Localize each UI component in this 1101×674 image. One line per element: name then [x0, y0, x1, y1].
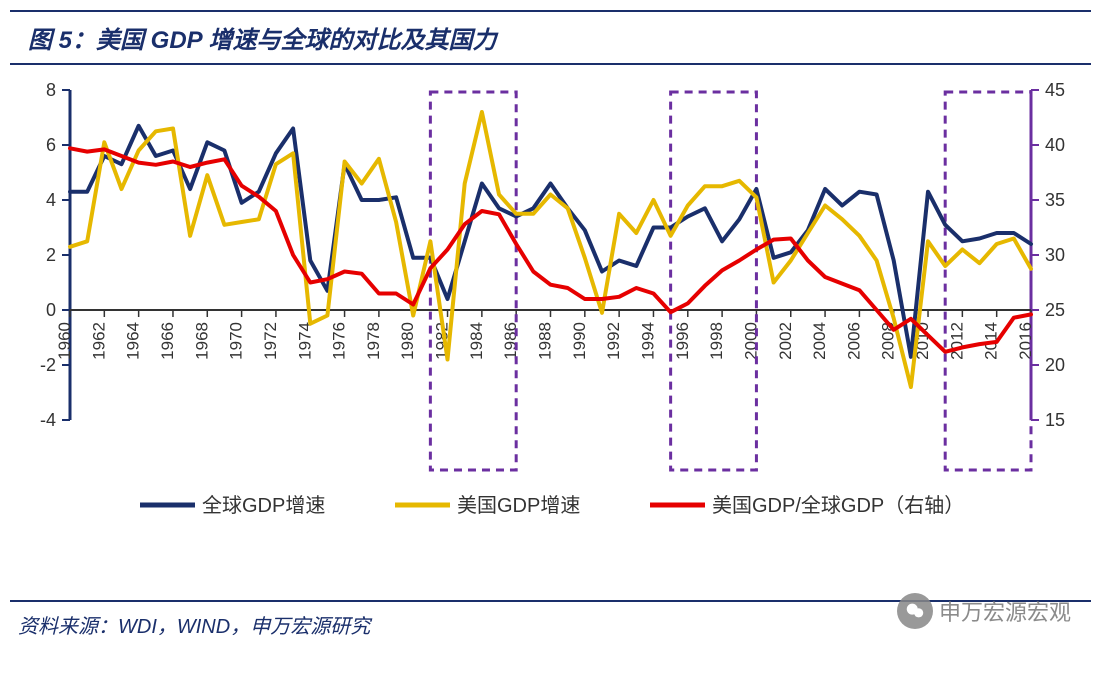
x-tick-label: 1984 — [467, 322, 486, 360]
left-tick-label: -4 — [40, 410, 56, 430]
x-tick-label: 1970 — [227, 322, 246, 360]
series-line — [70, 148, 1031, 351]
right-tick-label: 20 — [1045, 355, 1065, 375]
watermark-text: 申万宏源宏观 — [939, 595, 1071, 627]
right-tick-label: 15 — [1045, 410, 1065, 430]
x-tick-label: 1992 — [604, 322, 623, 360]
x-tick-label: 1966 — [158, 322, 177, 360]
right-tick-label: 40 — [1045, 135, 1065, 155]
highlight-box — [671, 92, 757, 470]
left-tick-label: 6 — [46, 135, 56, 155]
x-tick-label: 2012 — [947, 322, 966, 360]
left-tick-label: 0 — [46, 300, 56, 320]
x-tick-label: 1968 — [192, 322, 211, 360]
x-tick-label: 1990 — [570, 322, 589, 360]
x-tick-label: 1976 — [330, 322, 349, 360]
left-tick-label: 4 — [46, 190, 56, 210]
right-tick-label: 25 — [1045, 300, 1065, 320]
x-tick-label: 1988 — [536, 322, 555, 360]
left-tick-label: -2 — [40, 355, 56, 375]
legend-label: 美国GDP/全球GDP（右轴） — [712, 494, 964, 517]
x-tick-label: 2004 — [810, 322, 829, 360]
chart-area: -4 -2 0 2 4 6 8 15 20 25 30 35 40 45 1960 1962 1964 1966 1… — [10, 75, 1091, 600]
x-tick-label: 1978 — [364, 322, 383, 360]
x-tick-label: 1964 — [124, 322, 143, 360]
wechat-icon — [897, 593, 933, 629]
x-tick-label: 1996 — [673, 322, 692, 360]
x-tick-label: 2016 — [1016, 322, 1035, 360]
x-tick-label: 1994 — [638, 322, 657, 360]
chart-title: 图 5：美国 GDP 增速与全球的对比及其国力 — [28, 27, 496, 54]
x-tick-label: 1972 — [261, 322, 280, 360]
left-tick-label: 8 — [46, 80, 56, 100]
x-tick-label: 1962 — [89, 322, 108, 360]
x-tick-label: 2002 — [776, 322, 795, 360]
watermark: 申万宏源宏观 — [897, 593, 1071, 629]
x-tick-label: 2000 — [741, 322, 760, 360]
x-tick-label: 2006 — [844, 322, 863, 360]
x-tick-label: 1960 — [55, 322, 74, 360]
right-tick-label: 35 — [1045, 190, 1065, 210]
x-tick-label: 1986 — [501, 322, 520, 360]
legend-label: 美国GDP增速 — [457, 494, 580, 517]
right-tick-label: 45 — [1045, 80, 1065, 100]
left-tick-label: 2 — [46, 245, 56, 265]
highlight-box — [945, 92, 1031, 470]
legend-label: 全球GDP增速 — [202, 494, 325, 517]
chart-title-bar: 图 5：美国 GDP 增速与全球的对比及其国力 — [10, 10, 1091, 65]
x-tick-label: 1998 — [707, 322, 726, 360]
x-tick-label: 1980 — [398, 322, 417, 360]
right-tick-label: 30 — [1045, 245, 1065, 265]
chart-svg: -4 -2 0 2 4 6 8 15 20 25 30 35 40 45 1960 1962 1964 1966 1… — [10, 75, 1091, 600]
x-tick-label: 1974 — [295, 322, 314, 360]
